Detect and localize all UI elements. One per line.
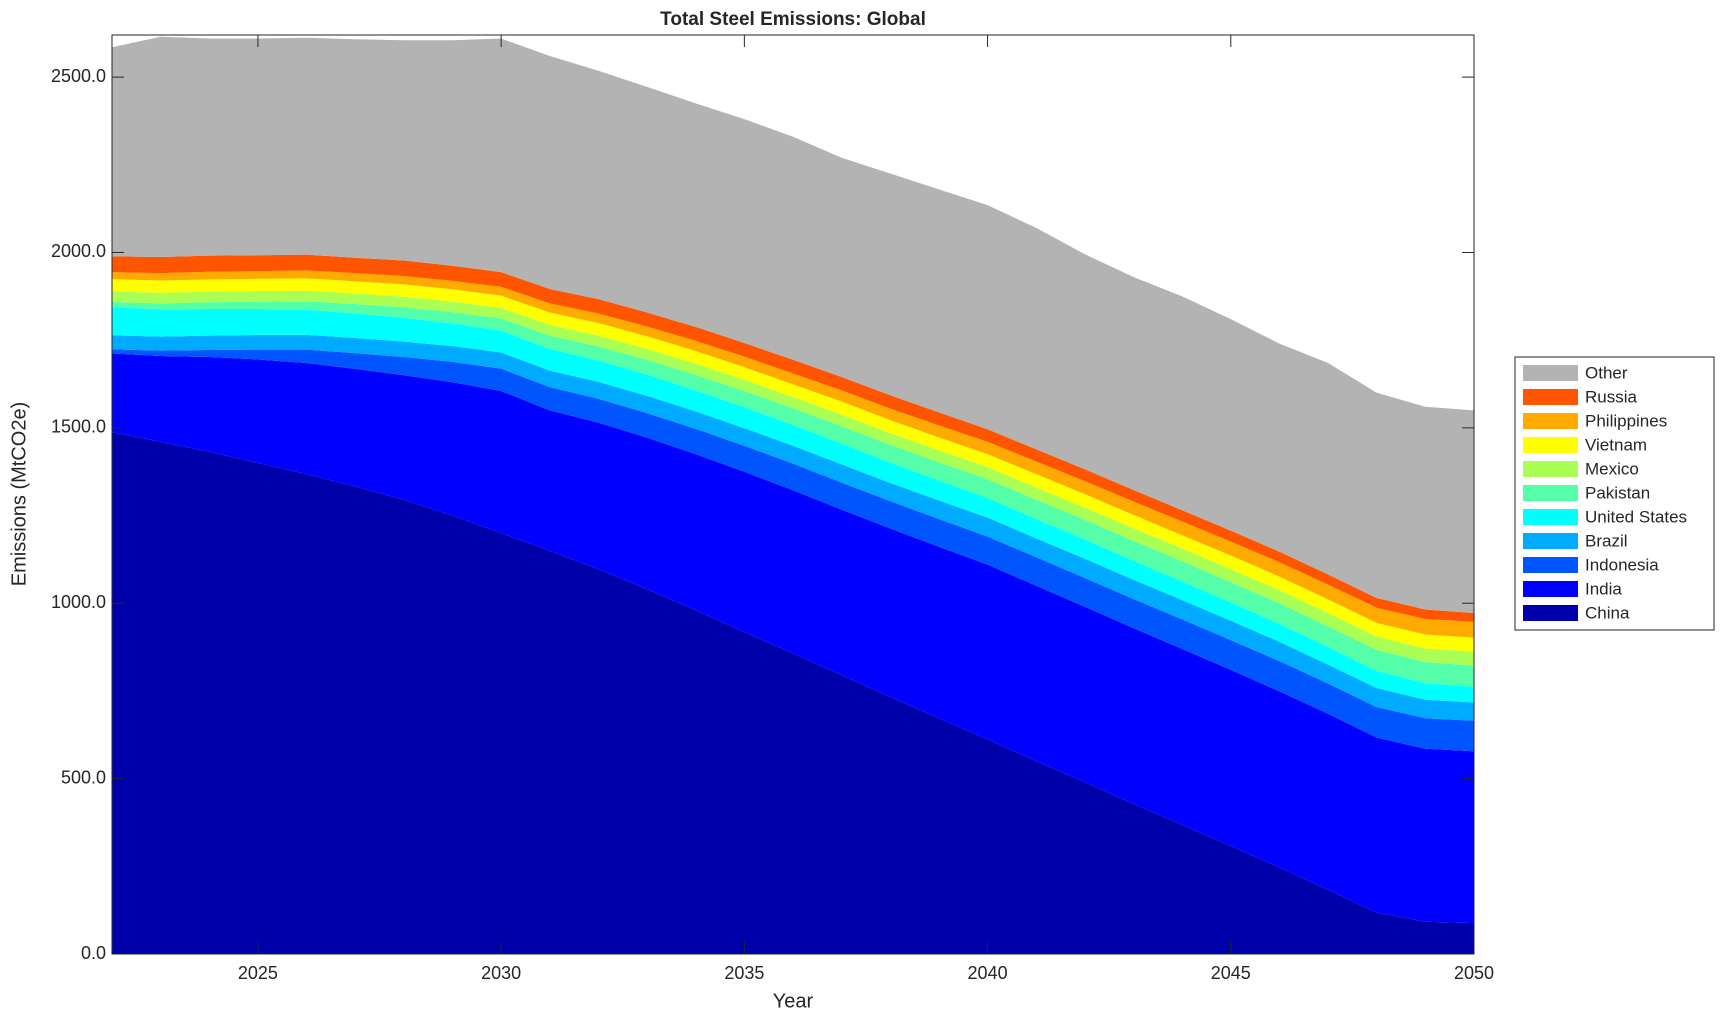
legend-swatch: [1523, 557, 1578, 573]
y-tick-label: 1500.0: [51, 417, 106, 437]
legend-swatch: [1523, 533, 1578, 549]
area: [112, 278, 1474, 652]
area: [112, 432, 1474, 955]
plot-frame: [111, 34, 1475, 955]
legend-label: Pakistan: [1585, 483, 1650, 502]
y-tick-label: 500.0: [61, 767, 106, 787]
legend-swatch: [1523, 413, 1578, 429]
x-axis-label: Year: [773, 990, 814, 1012]
legend-swatch: [1523, 485, 1578, 501]
legend-swatch: [1523, 461, 1578, 477]
legend-label: China: [1585, 603, 1630, 622]
area: [112, 290, 1474, 666]
legend-label: Philippines: [1585, 411, 1667, 430]
area: [112, 349, 1474, 752]
legend-label: Other: [1585, 363, 1628, 382]
legend-swatch: [1523, 509, 1578, 525]
legend-label: Russia: [1585, 387, 1638, 406]
x-tick-label: 2040: [968, 963, 1008, 983]
area: [112, 353, 1474, 924]
y-axis-label: Emissions (MtCO2e): [8, 402, 30, 586]
area: [112, 36, 1474, 614]
area: [112, 270, 1474, 638]
x-tick-label: 2050: [1454, 963, 1494, 983]
y-tick-label: 2500.0: [51, 66, 106, 86]
legend-label: Mexico: [1585, 459, 1639, 478]
legend-label: United States: [1585, 507, 1687, 526]
x-tick-label: 2030: [481, 963, 521, 983]
legend-swatch: [1523, 581, 1578, 597]
legend-label: Brazil: [1585, 531, 1628, 550]
area: [112, 334, 1474, 721]
x-tick-label: 2045: [1211, 963, 1251, 983]
legend-swatch: [1523, 389, 1578, 405]
y-tick-label: 1000.0: [51, 592, 106, 612]
legend-swatch: [1523, 605, 1578, 621]
y-tick-label: 0.0: [81, 943, 106, 963]
x-tick-label: 2035: [724, 963, 764, 983]
legend-label: Indonesia: [1585, 555, 1659, 574]
legend-label: India: [1585, 579, 1622, 598]
y-tick-label: 2000.0: [51, 241, 106, 261]
area: [112, 307, 1474, 703]
area: [112, 301, 1474, 687]
legend-label: Vietnam: [1585, 435, 1647, 454]
legend-swatch: [1523, 365, 1578, 381]
x-tick-label: 2025: [238, 963, 278, 983]
chart-title: Total Steel Emissions: Global: [660, 9, 926, 30]
legend-swatch: [1523, 437, 1578, 453]
area: [112, 254, 1474, 622]
